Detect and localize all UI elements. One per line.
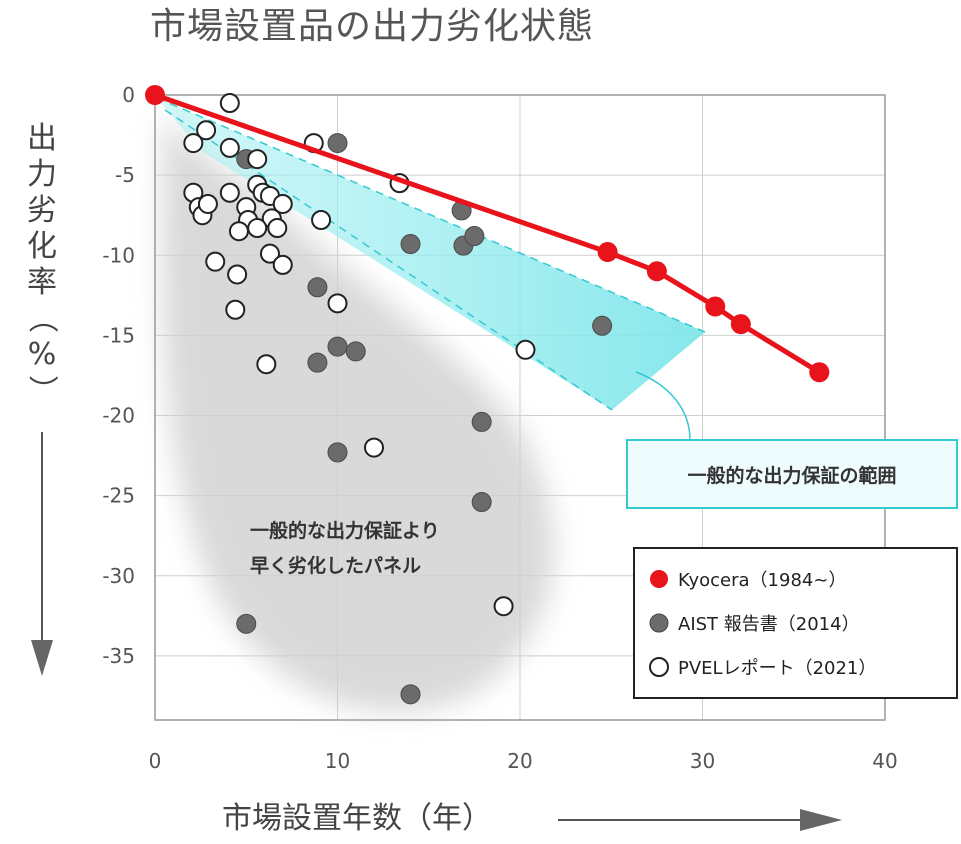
data-point bbox=[259, 243, 280, 264]
y-tick-label: -35 bbox=[102, 644, 135, 668]
y-axis-arrow bbox=[31, 432, 53, 676]
data-point bbox=[197, 193, 218, 214]
gray-region bbox=[162, 110, 554, 712]
data-point bbox=[247, 218, 268, 239]
data-point bbox=[515, 339, 536, 360]
data-point bbox=[196, 120, 217, 141]
y-tick-label: -25 bbox=[102, 484, 135, 508]
y-axis-label-char: 力 bbox=[27, 157, 57, 192]
data-point bbox=[272, 254, 293, 275]
data-point bbox=[364, 437, 384, 458]
y-tick-label: 0 bbox=[122, 83, 135, 107]
y-tick-label: -20 bbox=[102, 404, 135, 428]
x-tick-label: 30 bbox=[690, 749, 715, 773]
data-point bbox=[327, 293, 348, 314]
x-axis-label: 市場設置年数（年） bbox=[222, 801, 492, 836]
legend-marker-pvel bbox=[649, 657, 669, 677]
data-point bbox=[464, 226, 485, 247]
data-point bbox=[809, 362, 830, 383]
data-point bbox=[471, 411, 492, 432]
y-axis-label-char: 率 bbox=[27, 265, 57, 300]
y-axis-label-char: ） bbox=[24, 375, 59, 405]
y-tick-label: -15 bbox=[102, 323, 135, 347]
x-tick-label: 20 bbox=[507, 749, 532, 773]
y-axis-label-char: 劣 bbox=[27, 193, 57, 228]
data-point bbox=[730, 314, 751, 335]
series-layer bbox=[145, 85, 830, 705]
early-degradation-label-line2: 早く劣化したパネル bbox=[250, 554, 421, 577]
legend-marker-kyocera bbox=[650, 570, 668, 588]
x-tick-label: 40 bbox=[872, 749, 897, 773]
data-point bbox=[183, 133, 204, 154]
data-point bbox=[705, 296, 726, 317]
warranty-range-label: 一般的な出力保証の範囲 bbox=[687, 464, 896, 487]
data-point bbox=[327, 336, 348, 357]
y-ticks: 0 -5 -10 -15 -20 -25 -30 -35 bbox=[102, 83, 135, 668]
data-point bbox=[400, 684, 421, 705]
legend-label-kyocera: Kyocera（1984~） bbox=[678, 570, 846, 591]
data-point bbox=[327, 442, 348, 463]
data-point bbox=[247, 149, 268, 170]
x-tick-label: 10 bbox=[325, 749, 350, 773]
data-point bbox=[256, 354, 277, 375]
series-2 bbox=[183, 93, 536, 617]
data-point bbox=[307, 277, 328, 298]
data-point bbox=[236, 613, 257, 634]
x-ticks: 0 10 20 30 40 bbox=[149, 749, 898, 773]
y-tick-label: -5 bbox=[115, 163, 135, 187]
x-tick-label: 0 bbox=[149, 749, 162, 773]
series-1 bbox=[236, 133, 613, 705]
data-point bbox=[307, 352, 328, 373]
data-point bbox=[272, 193, 293, 214]
data-point bbox=[345, 341, 366, 362]
data-point bbox=[219, 182, 240, 203]
data-point bbox=[228, 221, 249, 242]
x-axis-arrow bbox=[558, 809, 842, 831]
early-degradation-label-line1: 一般的な出力保証より bbox=[250, 519, 440, 542]
data-point bbox=[219, 93, 240, 114]
data-point bbox=[493, 596, 514, 617]
data-point bbox=[205, 251, 226, 272]
y-axis-label-char: （ bbox=[24, 303, 59, 333]
y-axis-label-char: 出 bbox=[27, 121, 57, 156]
y-tick-label: -10 bbox=[102, 243, 135, 267]
data-point bbox=[225, 299, 246, 320]
data-point bbox=[227, 264, 248, 285]
legend-marker-aist bbox=[649, 613, 669, 633]
data-point bbox=[311, 210, 332, 230]
y-axis-label-char: % bbox=[28, 337, 57, 372]
y-tick-label: -30 bbox=[102, 564, 135, 588]
data-point bbox=[219, 137, 240, 158]
data-point bbox=[327, 133, 348, 154]
data-point bbox=[145, 85, 165, 105]
legend: Kyocera（1984~） AIST 報告書（2014） PVELレポート（2… bbox=[633, 547, 958, 699]
data-point bbox=[471, 492, 492, 513]
series-line bbox=[152, 92, 822, 375]
legend-label-pvel: PVELレポート（2021） bbox=[678, 658, 876, 679]
y-axis-label-char: 化 bbox=[27, 229, 57, 264]
legend-label-aist: AIST 報告書（2014） bbox=[678, 614, 860, 635]
chart-title: 市場設置品の出力劣化状態 bbox=[150, 6, 594, 47]
data-point bbox=[592, 315, 613, 336]
data-point bbox=[646, 261, 667, 282]
data-point bbox=[597, 242, 618, 263]
series-0 bbox=[145, 85, 830, 383]
plot-frame bbox=[154, 94, 886, 721]
warranty-range-callout: 一般的な出力保証の範囲 bbox=[626, 439, 958, 509]
data-point bbox=[400, 234, 421, 255]
data-point bbox=[267, 218, 288, 239]
